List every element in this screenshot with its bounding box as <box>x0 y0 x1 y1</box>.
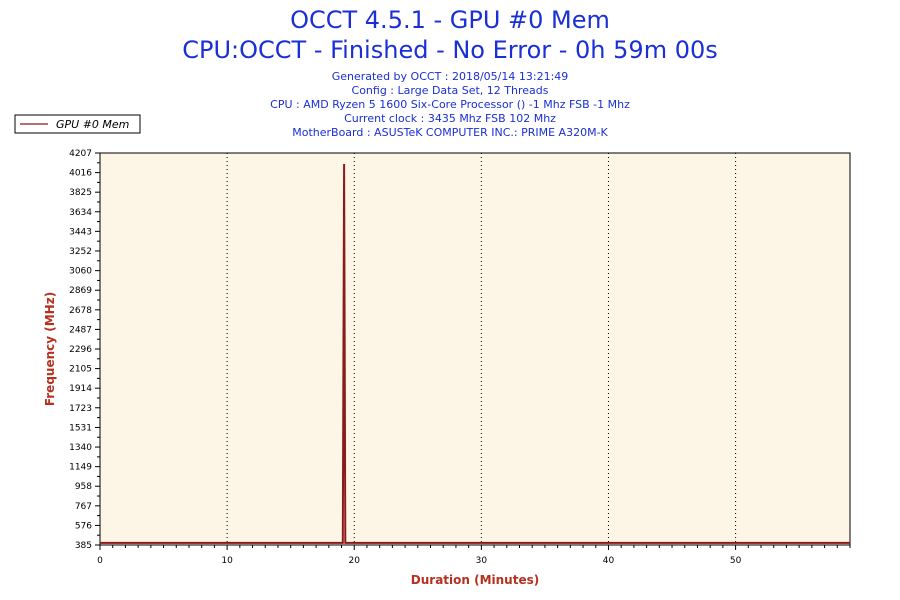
x-axis-title: Duration (Minutes) <box>411 573 539 587</box>
info-motherboard: MotherBoard : ASUSTeK COMPUTER INC.: PRI… <box>292 126 608 139</box>
y-tick-label: 1340 <box>69 443 92 453</box>
y-tick-label: 3825 <box>69 188 92 198</box>
info-config: Config : Large Data Set, 12 Threads <box>351 84 549 97</box>
x-tick-label: 20 <box>349 556 361 566</box>
x-tick-label: 40 <box>603 556 615 566</box>
axes: 0 10 20 30 40 50 385 576 767 958 1149 1340 1531 1723 1… <box>69 149 851 566</box>
x-tick-label: 50 <box>730 556 742 566</box>
y-tick-label: 2296 <box>69 345 92 355</box>
y-tick-label: 2105 <box>69 365 92 375</box>
legend: GPU #0 Mem <box>14 114 141 134</box>
info-clock: Current clock : 3435 Mhz FSB 102 Mhz <box>344 112 556 125</box>
y-tick-label: 2678 <box>69 306 92 316</box>
plot-area <box>99 152 851 546</box>
y-tick-label: 958 <box>75 482 92 492</box>
x-tick-label: 0 <box>97 556 103 566</box>
grid-lines <box>226 153 737 545</box>
y-tick-label: 3443 <box>69 227 92 237</box>
y-tick-label: 3634 <box>69 208 92 218</box>
chart-subtitle: CPU:OCCT - Finished - No Error - 0h 59m … <box>182 36 718 64</box>
info-generated: Generated by OCCT : 2018/05/14 13:21:49 <box>331 70 569 83</box>
y-tick-label: 4207 <box>69 149 92 159</box>
x-tick-label: 30 <box>476 556 488 566</box>
y-tick-label: 1914 <box>69 384 92 394</box>
y-tick-label: 576 <box>75 521 92 531</box>
y-tick-label: 385 <box>75 541 92 551</box>
legend-box <box>14 114 141 134</box>
y-tick-label: 3060 <box>69 267 92 277</box>
y-tick-label: 1723 <box>69 404 92 414</box>
x-tick-label: 10 <box>221 556 233 566</box>
y-axis-title: Frequency (MHz) <box>43 292 57 406</box>
y-tick-label: 767 <box>75 502 92 512</box>
y-tick-label: 4016 <box>69 169 92 179</box>
series-line <box>100 163 850 544</box>
y-tick-label: 2487 <box>69 325 92 335</box>
y-tick-label: 1531 <box>69 423 92 433</box>
y-tick-label: 3252 <box>69 247 92 257</box>
legend-label: GPU #0 Mem <box>56 118 129 131</box>
y-tick-label: 2869 <box>69 286 92 296</box>
info-cpu: CPU : AMD Ryzen 5 1600 Six-Core Processo… <box>270 98 630 111</box>
series-layer <box>100 163 850 544</box>
y-tick-label: 1149 <box>69 463 92 473</box>
chart-title: OCCT 4.5.1 - GPU #0 Mem <box>290 6 610 34</box>
